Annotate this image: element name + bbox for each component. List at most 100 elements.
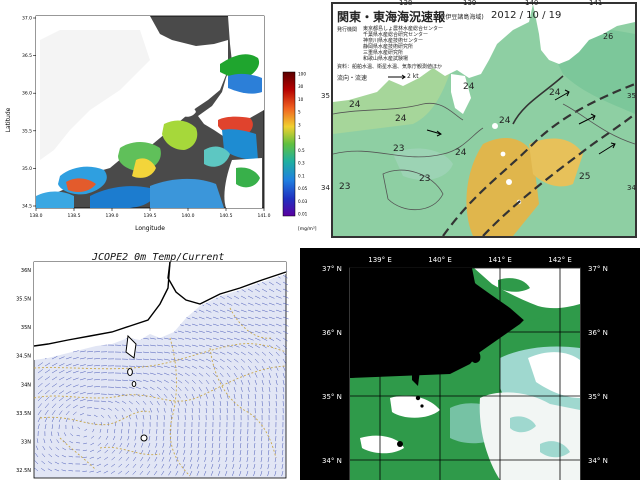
cloud-patch [170,69,186,81]
current-vector [275,379,278,386]
current-vector [233,372,238,378]
current-vector [170,386,175,391]
current-vector [282,442,284,449]
current-vector [127,435,130,441]
current-vector [247,358,252,363]
current-vector [205,365,211,370]
current-vector [196,470,200,476]
current-vector [142,372,149,375]
kuroshio-axis [482,113,635,236]
temperature-contours [33,307,287,477]
current-vector [170,414,172,420]
current-vector [68,448,74,451]
current-vector [34,467,39,472]
current-vector [197,442,200,449]
current-vector [86,371,93,374]
current-vector [44,403,50,409]
current-vector [68,470,74,472]
chart-date: 2012 / 10 / 19 [491,10,562,21]
current-vector [142,400,147,405]
current-vector [44,409,49,416]
current-vector [48,453,53,458]
current-vector [247,393,250,400]
current-vector [113,435,116,441]
current-vector [191,351,198,354]
current-vector [65,356,72,360]
current-vector [275,386,278,393]
current-vector [184,344,191,347]
current-vector [170,351,177,354]
current-vector [226,435,228,442]
current-vector [100,407,106,410]
current-vector [226,316,233,320]
current-vector [219,407,221,414]
current-vector [226,379,230,385]
current-vector [183,449,186,455]
current-vector [198,316,205,320]
current-vector [100,414,105,418]
current-vector [63,432,67,437]
current-vector [135,351,142,353]
current-vector [107,400,113,403]
x-tick-label: 139.5 [144,213,157,219]
current-vector [182,463,186,469]
current-vector [169,449,172,455]
top-tick: 141 [589,0,603,7]
chlorophyll-map-panel: 138.0 138.5 139.0 139.5 140.0 140.5 141.0 37.0… [0,0,330,238]
current-vector [233,393,236,400]
current-vector [282,372,285,378]
current-vector [261,435,263,442]
current-vector [103,463,109,467]
current-vector [246,470,249,477]
current-vector [268,393,271,400]
current-vector [254,400,256,407]
current-vector [204,456,207,462]
current-vector [72,357,79,360]
current-vector [198,365,204,369]
current-vector [226,302,233,306]
current-vector [254,316,261,320]
current-vector [48,461,53,465]
chl-patch [222,129,258,160]
current-vector [226,351,233,355]
current-vector [246,456,249,463]
current-vector [268,316,275,320]
current-vector [170,344,177,347]
legend-arrowhead [401,74,406,80]
current-vector [198,330,205,333]
current-vector [254,386,257,393]
current-vector [128,407,132,412]
current-vector [177,351,184,354]
colorbar-tick-label: 1 [298,135,301,140]
current-vector [240,330,247,334]
current-vector [72,363,79,367]
current-vector [247,351,253,356]
issuer: 神奈川県水産技術センター [363,38,424,44]
current-vector [225,442,228,449]
current-vector [154,449,158,455]
chart-frame: 関東・東海海況速報 (伊豆諸島海域) 2012 / 10 / 19 発行機関 東… [331,2,637,238]
current-vector [254,442,256,449]
current-vector [191,379,196,384]
right-tick: 35 [627,92,636,100]
temp-label: 24 [349,100,361,110]
current-vector [37,382,43,388]
current-vector [156,351,163,354]
current-vector [58,356,65,360]
current-vector [198,372,204,377]
current-vector [163,344,170,347]
chart-graphic [333,4,635,236]
current-vector [114,386,121,389]
current-vector [233,337,240,341]
current-vector [72,350,79,353]
colorbar-tick-label: 0.05 [298,186,308,191]
current-vector [212,386,216,392]
current-vector [198,323,205,327]
current-vector [37,369,43,374]
current-vector [275,442,277,449]
current-vector [246,463,249,470]
current-vector [253,470,256,477]
current-vector [65,397,72,402]
current-vector [154,456,158,462]
current-vector [142,393,148,398]
